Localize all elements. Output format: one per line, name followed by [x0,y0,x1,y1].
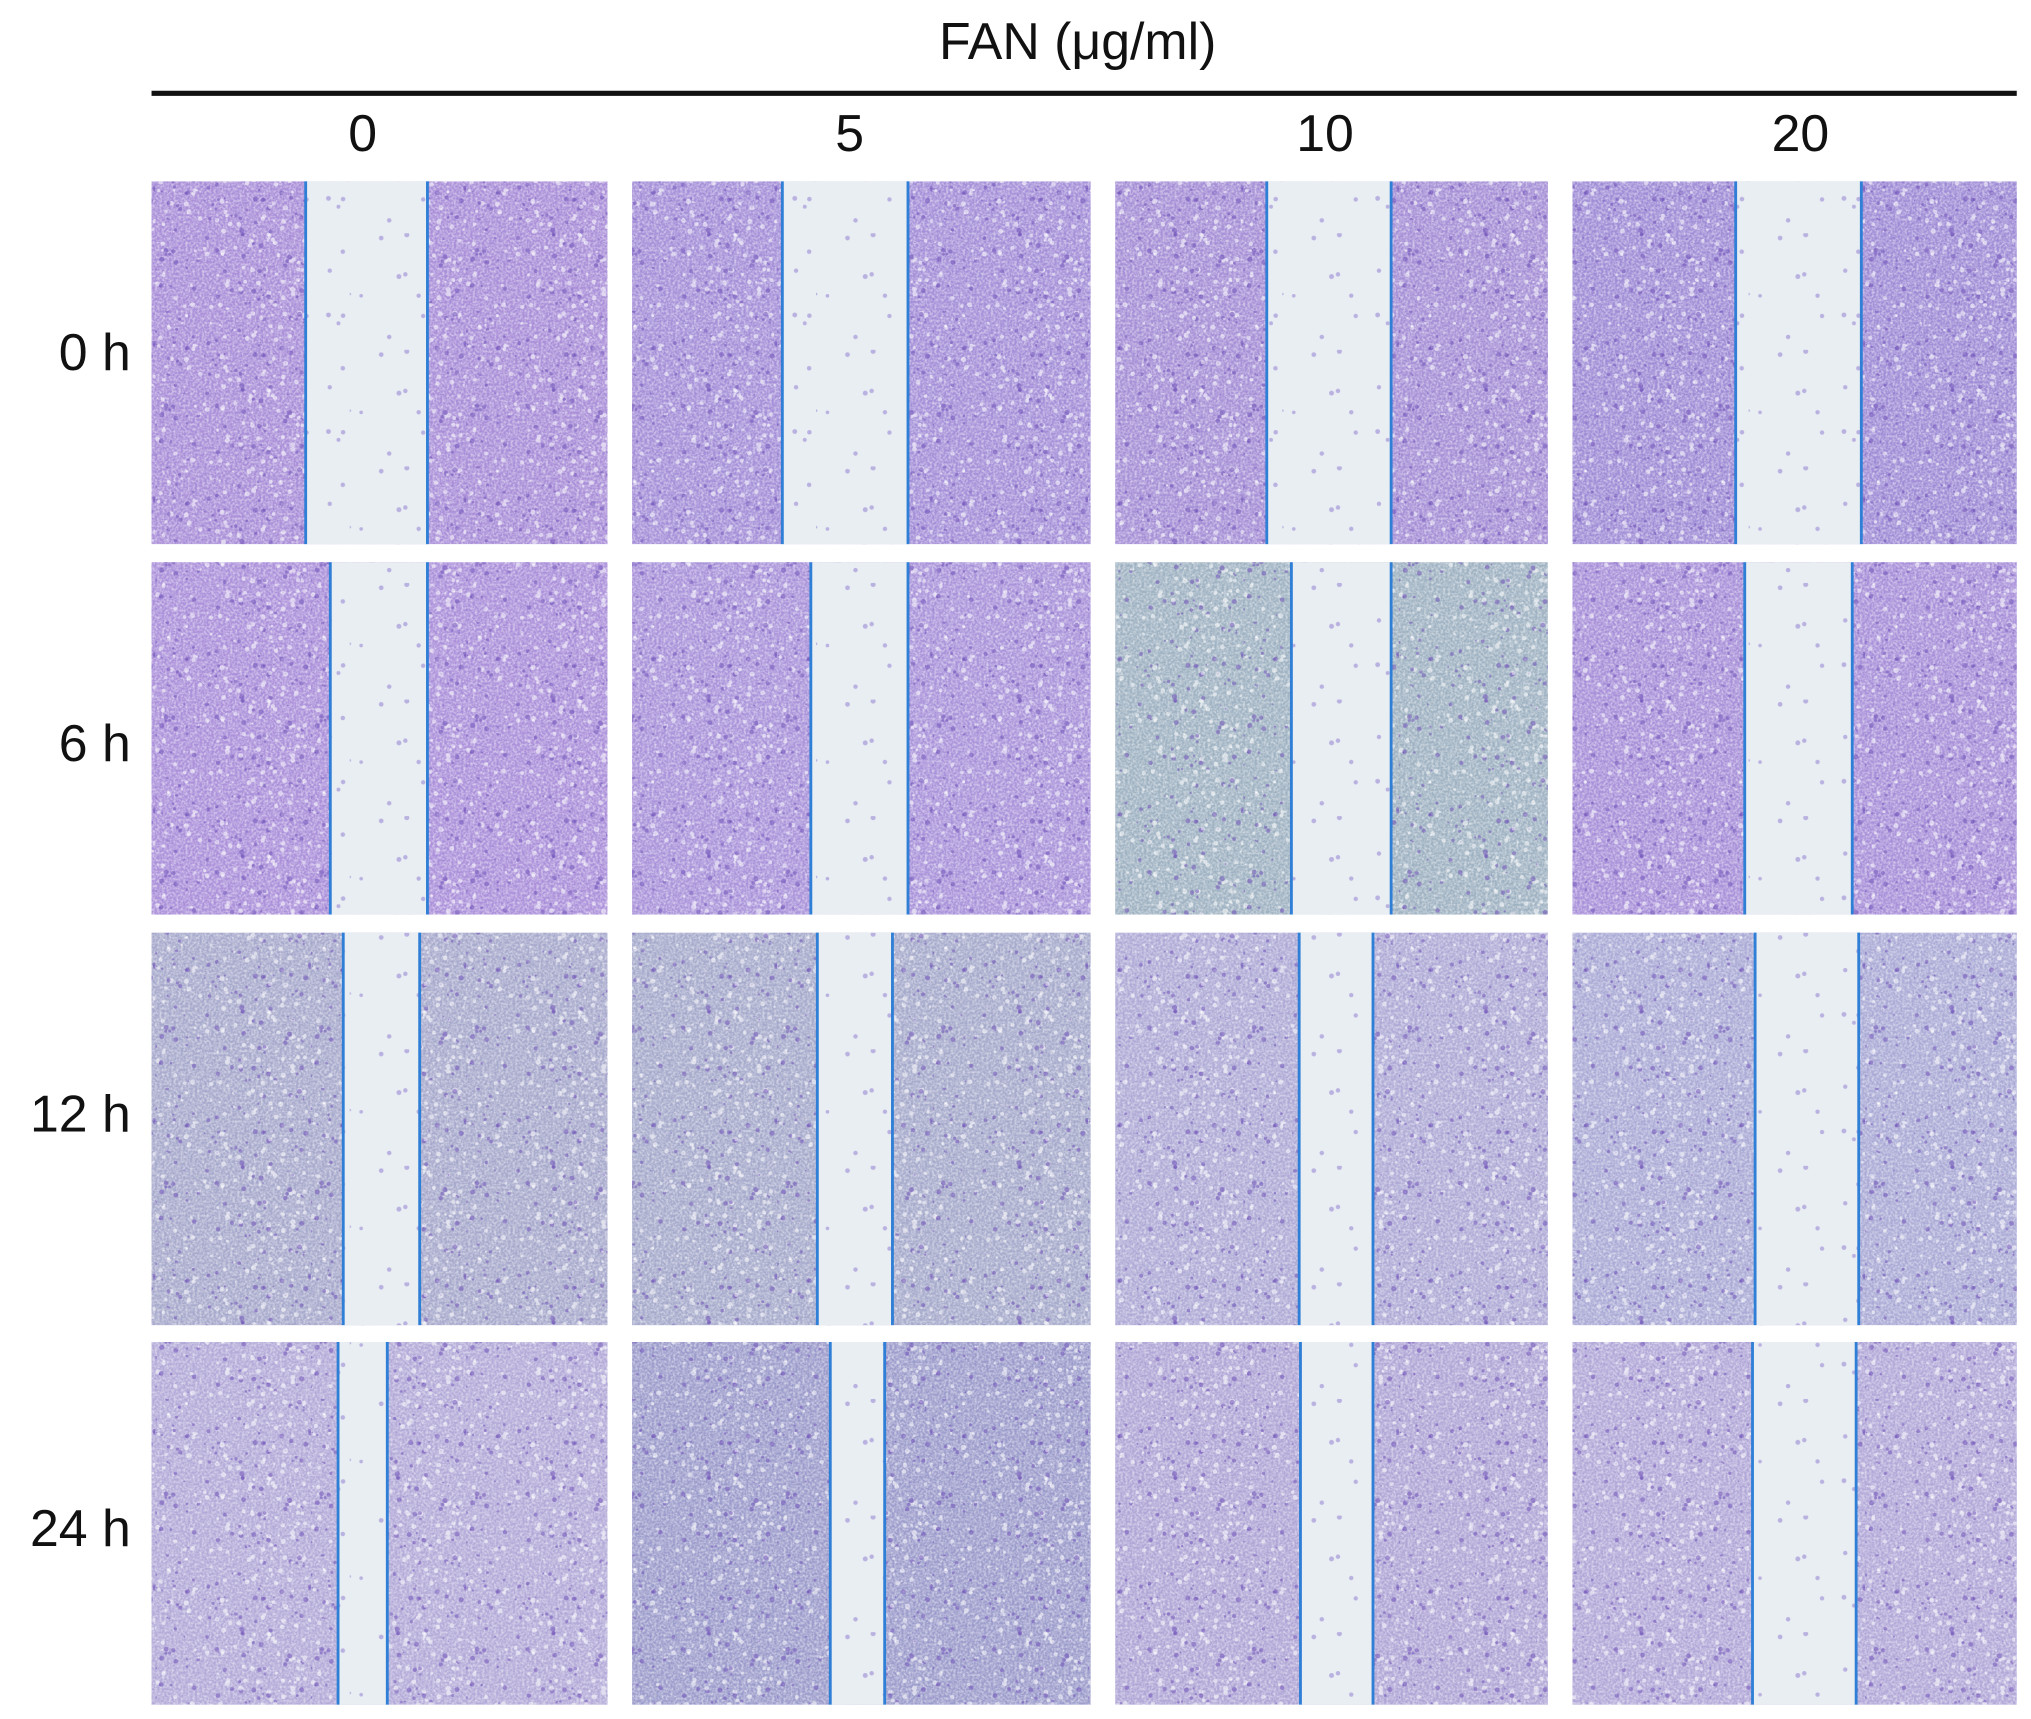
micrograph [1115,562,1548,915]
wound-gap-cells [1744,562,1853,915]
micrograph [1572,181,2017,545]
wound-gap-cells [305,181,428,545]
column-label: 0 [348,104,377,162]
micrograph [151,181,608,545]
wound-gap-cells [1291,562,1392,915]
column-label: 10 [1296,104,1354,162]
micrograph [151,562,608,915]
wound-gap-cells [1735,181,1862,545]
wound-gap-cells [1299,932,1373,1326]
row-label: 12 h [30,1085,131,1143]
column-label: 5 [835,104,864,162]
header-title: FAN (μg/ml) [939,12,1216,70]
micrograph [1572,932,2017,1326]
micrograph [632,932,1091,1326]
wound-gap-cells [1755,932,1859,1326]
wound-gap-cells [817,932,893,1326]
row-label: 0 h [59,323,131,381]
wound-gap-cells [1300,1341,1373,1705]
micrograph [632,562,1091,915]
micrograph [1115,932,1548,1326]
micrograph [151,1341,608,1705]
wound-gap-cells [810,562,908,915]
wound-gap-cells [782,181,908,545]
micrograph [151,932,608,1326]
row-label: 6 h [59,714,131,772]
wound-gap-cells [330,562,428,915]
micrograph [1572,562,2017,915]
micrograph [632,181,1091,545]
micrograph [1572,1341,2017,1705]
micrograph [632,1341,1091,1705]
micrograph [1115,181,1548,545]
wound-gap-cells [1266,181,1392,545]
wound-gap-cells [1752,1341,1857,1705]
column-label: 20 [1772,104,1830,162]
row-label: 24 h [30,1499,131,1557]
micrograph [1115,1341,1548,1705]
wound-gap-cells [830,1341,885,1705]
wound-gap-cells [338,1341,388,1705]
image-grid [151,181,2017,1705]
wound-gap-cells [343,932,420,1326]
